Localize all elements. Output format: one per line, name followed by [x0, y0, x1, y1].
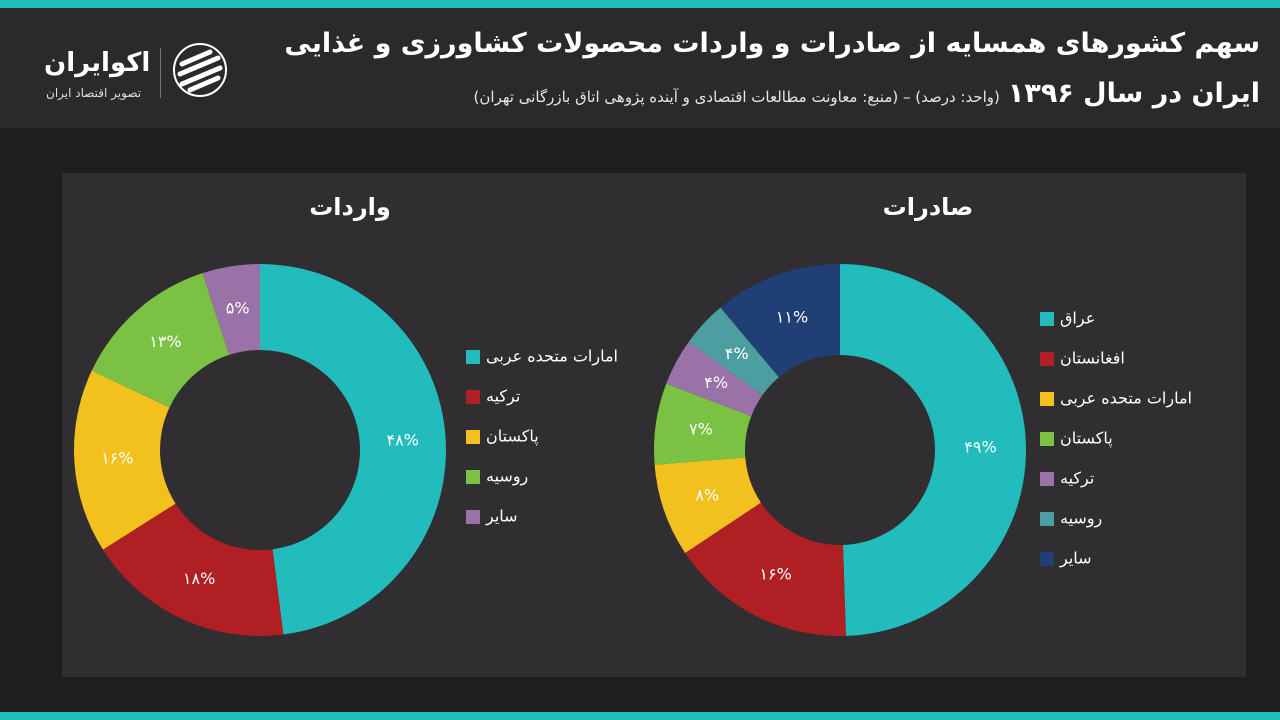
legend-label: ترکیه	[486, 387, 520, 407]
legend-swatch	[1040, 552, 1054, 566]
donut-slice	[654, 457, 761, 554]
value-label: ۱۱%	[776, 307, 808, 326]
chart-title: صادرات	[883, 193, 974, 221]
value-label: ۱۶%	[101, 448, 133, 467]
donut-slice	[202, 264, 260, 355]
title: سهم کشورهای همسایه از صادرات و واردات مح…	[284, 28, 1260, 59]
legend-swatch	[1040, 392, 1054, 406]
logo-name: اکوایران	[44, 48, 151, 78]
value-label: ۷%	[689, 420, 713, 439]
donut-slice	[685, 502, 846, 636]
legend-swatch	[466, 430, 480, 444]
value-label: ۱۳%	[149, 332, 181, 351]
chart-title: واردات	[309, 193, 391, 221]
legend-label: امارات متحده عربی	[1060, 389, 1192, 409]
legend-swatch	[466, 470, 480, 484]
donut-slice	[654, 383, 752, 465]
logo-icon	[173, 43, 227, 97]
divider	[160, 48, 161, 98]
donut-slice	[74, 370, 176, 550]
donut-slice	[688, 307, 779, 395]
donut-slice	[102, 503, 284, 636]
value-label: ۴۸%	[387, 431, 419, 450]
value-label: ۴۹%	[964, 437, 996, 456]
title: ایران در سال ۱۳۹۶	[1007, 78, 1260, 109]
legend-swatch	[1040, 312, 1054, 326]
legend-label: ترکیه	[1060, 469, 1094, 489]
legend-label: سایر	[485, 507, 518, 527]
legend-label: امارات متحده عربی	[486, 347, 618, 367]
legend-label: پاکستان	[486, 427, 539, 447]
bottom-bar	[0, 712, 1280, 720]
legend-swatch	[1040, 432, 1054, 446]
donut-slice	[91, 273, 230, 408]
value-label: ۱۶%	[759, 564, 791, 583]
legend-label: عراق	[1060, 309, 1095, 329]
donut-slice	[840, 264, 1027, 636]
logo-tagline: تصویر اقتصاد ایران	[46, 86, 142, 100]
legend-swatch	[1040, 352, 1054, 366]
legend-swatch	[466, 510, 480, 524]
legend-swatch	[466, 350, 480, 364]
subtitle: (واحد: درصد) – (منبع: معاونت مطالعات اقت…	[473, 88, 1000, 106]
header: سهم کشورهای همسایه از صادرات و واردات مح…	[0, 0, 1280, 128]
value-label: ۴%	[704, 373, 728, 392]
legend-label: پاکستان	[1060, 429, 1113, 449]
donut-slice	[720, 264, 840, 378]
legend-label: روسیه	[486, 467, 528, 487]
legend-swatch	[466, 390, 480, 404]
legend-label: روسیه	[1060, 509, 1102, 529]
value-label: ۸%	[695, 485, 719, 504]
legend-label: افغانستان	[1060, 349, 1125, 368]
legend-label: سایر	[1059, 549, 1092, 569]
value-label: ۵%	[226, 298, 250, 317]
title-row: ایران در سال ۱۳۹۶ (واحد: درصد) – (منبع: …	[474, 78, 1260, 109]
donut-slice	[666, 342, 763, 417]
value-label: ۴%	[725, 344, 749, 363]
donut-slice	[260, 264, 447, 635]
legend-swatch	[1040, 512, 1054, 526]
legend-swatch	[1040, 472, 1054, 486]
value-label: ۱۸%	[183, 569, 215, 588]
